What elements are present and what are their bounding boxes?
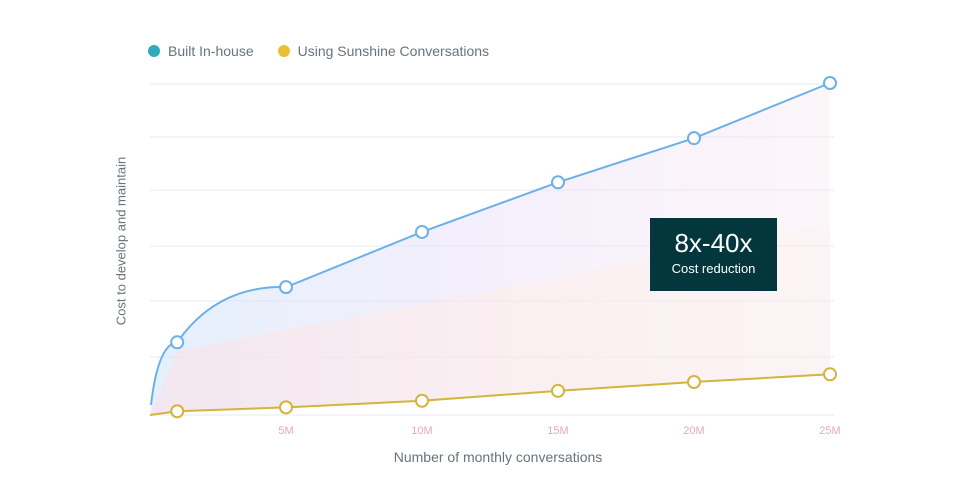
legend-item-sunshine: Using Sunshine Conversations xyxy=(277,43,490,59)
x-axis-label: Number of monthly conversations xyxy=(393,449,603,465)
legend-dot-sunshine-icon xyxy=(277,45,290,57)
legend-item-in-house: Built In-house xyxy=(148,43,254,59)
point-in-house-3 xyxy=(551,175,565,190)
point-in-house-0 xyxy=(170,335,185,350)
legend-dot-in-house-icon xyxy=(148,45,160,57)
point-in-house-2 xyxy=(415,224,429,239)
callout-value: 8x-40x xyxy=(674,228,753,258)
x-tick-label-20M: 20M xyxy=(683,425,704,437)
legend: Built In-house Using Sunshine Conversati… xyxy=(148,43,489,59)
legend-label-in-house: Built In-house xyxy=(168,43,254,59)
point-sunshine-4 xyxy=(687,375,701,390)
x-tick-label-10M: 10M xyxy=(411,425,432,437)
x-tick-label-5M: 5M xyxy=(278,425,293,437)
point-in-house-1 xyxy=(279,280,293,295)
callout-label: Cost reduction xyxy=(671,261,756,276)
point-in-house-4 xyxy=(687,131,701,146)
x-tick-label-25M: 25M xyxy=(819,425,840,437)
point-sunshine-2 xyxy=(415,393,429,408)
cost-reduction-callout: 8x-40x Cost reduction xyxy=(650,218,777,291)
point-sunshine-0 xyxy=(170,404,185,419)
point-sunshine-1 xyxy=(279,400,293,415)
point-sunshine-3 xyxy=(551,383,565,398)
point-in-house-5 xyxy=(823,76,837,90)
point-sunshine-5 xyxy=(823,367,837,382)
x-tick-label-15M: 15M xyxy=(547,425,568,437)
legend-label-sunshine: Using Sunshine Conversations xyxy=(297,43,490,59)
